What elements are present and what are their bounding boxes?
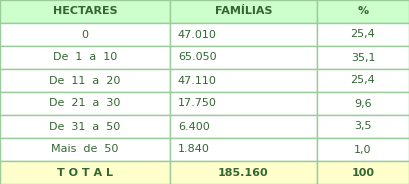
Text: %: % bbox=[357, 6, 369, 17]
Bar bbox=[317, 69, 409, 92]
Text: T O T A L: T O T A L bbox=[57, 167, 113, 178]
Bar bbox=[317, 46, 409, 69]
Text: 6.400: 6.400 bbox=[178, 121, 210, 132]
Text: 1,0: 1,0 bbox=[354, 144, 372, 155]
Text: 47.010: 47.010 bbox=[178, 29, 217, 40]
Text: 1.840: 1.840 bbox=[178, 144, 210, 155]
Text: De  11  a  20: De 11 a 20 bbox=[49, 75, 121, 86]
Bar bbox=[0, 115, 170, 138]
Text: De  31  a  50: De 31 a 50 bbox=[49, 121, 121, 132]
Bar bbox=[0, 92, 170, 115]
Text: 3,5: 3,5 bbox=[354, 121, 372, 132]
Bar bbox=[0, 161, 170, 184]
Bar bbox=[170, 69, 317, 92]
Bar bbox=[317, 92, 409, 115]
Bar bbox=[170, 161, 317, 184]
Text: 35,1: 35,1 bbox=[351, 52, 375, 63]
Bar bbox=[0, 23, 170, 46]
Bar bbox=[317, 0, 409, 23]
Bar bbox=[317, 161, 409, 184]
Bar bbox=[170, 23, 317, 46]
Bar bbox=[317, 23, 409, 46]
Text: 185.160: 185.160 bbox=[218, 167, 269, 178]
Bar bbox=[317, 138, 409, 161]
Text: 25,4: 25,4 bbox=[351, 75, 375, 86]
Bar bbox=[170, 138, 317, 161]
Text: FAMÍLIAS: FAMÍLIAS bbox=[215, 6, 272, 17]
Bar bbox=[0, 138, 170, 161]
Bar bbox=[170, 0, 317, 23]
Bar bbox=[170, 92, 317, 115]
Text: De  1  a  10: De 1 a 10 bbox=[53, 52, 117, 63]
Text: 100: 100 bbox=[351, 167, 375, 178]
Text: Mais  de  50: Mais de 50 bbox=[51, 144, 119, 155]
Text: 9,6: 9,6 bbox=[354, 98, 372, 109]
Bar bbox=[0, 0, 170, 23]
Text: 17.750: 17.750 bbox=[178, 98, 217, 109]
Text: De  21  a  30: De 21 a 30 bbox=[49, 98, 121, 109]
Text: 47.110: 47.110 bbox=[178, 75, 217, 86]
Bar bbox=[0, 69, 170, 92]
Bar bbox=[170, 46, 317, 69]
Bar bbox=[170, 115, 317, 138]
Text: 0: 0 bbox=[81, 29, 88, 40]
Text: 25,4: 25,4 bbox=[351, 29, 375, 40]
Bar bbox=[0, 46, 170, 69]
Text: 65.050: 65.050 bbox=[178, 52, 216, 63]
Text: HECTARES: HECTARES bbox=[52, 6, 117, 17]
Bar bbox=[317, 115, 409, 138]
